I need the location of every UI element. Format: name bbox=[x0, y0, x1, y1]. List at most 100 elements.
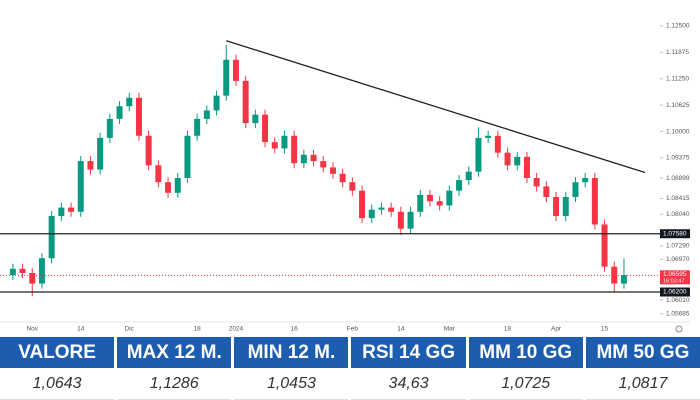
candle-body bbox=[203, 110, 210, 119]
candle-body bbox=[601, 224, 608, 267]
candle-body bbox=[523, 156, 530, 179]
x-tick-label: Feb bbox=[347, 326, 359, 333]
candle-body bbox=[232, 59, 239, 81]
table-header: MAX 12 M. bbox=[117, 337, 232, 368]
candle-body bbox=[485, 135, 492, 138]
x-tick-label: Dic bbox=[125, 326, 135, 333]
countdown: 16:03:47 bbox=[663, 278, 684, 284]
y-tick-label: 1.11875 bbox=[666, 49, 689, 56]
candle-body bbox=[184, 135, 191, 179]
candle-body bbox=[329, 167, 336, 174]
candle-body bbox=[145, 135, 152, 166]
candle-body bbox=[97, 137, 104, 170]
candle-body bbox=[514, 156, 521, 166]
candle-body bbox=[87, 161, 94, 170]
candle-body bbox=[213, 95, 220, 111]
x-tick-label: 18 bbox=[504, 326, 512, 333]
y-tick-label: 1.09375 bbox=[666, 155, 690, 162]
candle-body bbox=[116, 106, 123, 119]
price-tag bbox=[660, 270, 690, 285]
candle-body bbox=[68, 207, 75, 212]
candle-body bbox=[242, 80, 249, 124]
candle-body bbox=[562, 197, 569, 217]
candle-body bbox=[417, 194, 424, 212]
y-tick-label: 1.06010 bbox=[666, 297, 690, 304]
y-tick-label: 1.11250 bbox=[666, 75, 689, 82]
table-value: 1,0643 bbox=[0, 368, 115, 400]
table-value: 34,63 bbox=[351, 368, 466, 400]
trendline bbox=[226, 40, 646, 174]
candle-body bbox=[620, 275, 627, 284]
x-tick-label: 18 bbox=[194, 326, 202, 333]
candle-body bbox=[9, 268, 16, 276]
current-price-label: 1.06595 bbox=[663, 271, 687, 278]
x-tick-label: Apr bbox=[551, 326, 562, 333]
x-tick-label: 2024 bbox=[229, 326, 244, 333]
candle-body bbox=[300, 154, 307, 164]
level-label: 1.06200 bbox=[663, 289, 687, 296]
candle-body bbox=[194, 118, 201, 136]
candle-body bbox=[77, 161, 84, 212]
candle-body bbox=[155, 165, 162, 183]
candle-body bbox=[436, 201, 443, 206]
candle-body bbox=[378, 207, 385, 210]
x-tick-label: 14 bbox=[397, 326, 405, 333]
candle-body bbox=[320, 161, 327, 168]
candle-body bbox=[339, 173, 346, 183]
table-header: MIN 12 M. bbox=[234, 337, 349, 368]
candle-body bbox=[543, 186, 550, 198]
candle-body bbox=[262, 114, 269, 143]
x-tick-label: 15 bbox=[601, 326, 609, 333]
candle-body bbox=[359, 190, 366, 219]
x-tick-label: Mar bbox=[444, 326, 456, 333]
table-value: 1,0453 bbox=[234, 368, 349, 400]
candle-body bbox=[572, 182, 579, 198]
table-header: MM 50 GG bbox=[585, 337, 700, 368]
candle-body bbox=[368, 209, 375, 219]
y-tick-label: 1.12500 bbox=[666, 23, 690, 30]
candle-body bbox=[165, 182, 172, 193]
level-label: 1.07580 bbox=[663, 230, 687, 237]
candle-body bbox=[126, 97, 133, 107]
table-value: 1,0817 bbox=[585, 368, 700, 400]
candle-body bbox=[106, 118, 113, 138]
candle-body bbox=[456, 180, 463, 191]
candle-body bbox=[553, 197, 560, 217]
table-value: 1,0725 bbox=[468, 368, 583, 400]
candle-body bbox=[223, 59, 230, 96]
candle-body bbox=[504, 152, 511, 166]
candle-body bbox=[291, 135, 298, 164]
x-tick-label: 14 bbox=[77, 326, 85, 333]
candle-body bbox=[591, 178, 598, 225]
candle-body bbox=[38, 258, 45, 284]
table-header: VALORE bbox=[0, 337, 115, 368]
table-header: RSI 14 GG bbox=[351, 337, 466, 368]
candle-body bbox=[611, 266, 618, 284]
stats-table: VALORE MAX 12 M. MIN 12 M. RSI 14 GG MM 10 G… bbox=[0, 337, 700, 400]
y-tick-label: 1.07290 bbox=[666, 243, 690, 250]
x-tick-label: Nov bbox=[26, 326, 38, 333]
y-tick-label: 1.08040 bbox=[666, 211, 690, 218]
level-tag bbox=[660, 229, 690, 239]
candle-body bbox=[533, 178, 540, 187]
candle-body bbox=[48, 216, 55, 259]
candle-body bbox=[281, 135, 288, 149]
candle-body bbox=[58, 207, 65, 217]
candle-body bbox=[135, 97, 142, 136]
table-value: 1,1286 bbox=[117, 368, 232, 400]
x-tick-label: 16 bbox=[291, 326, 299, 333]
table-header: MM 10 GG bbox=[468, 337, 583, 368]
candle-body bbox=[397, 211, 404, 229]
candle-body bbox=[388, 207, 395, 212]
settings-icon[interactable] bbox=[675, 325, 683, 333]
y-tick-label: 1.10000 bbox=[666, 128, 690, 135]
candle-body bbox=[271, 142, 278, 149]
y-tick-label: 1.10625 bbox=[666, 102, 690, 109]
candle-body bbox=[407, 211, 414, 229]
candle-body bbox=[310, 154, 317, 162]
y-tick-label: 1.08899 bbox=[666, 175, 690, 182]
candle-body bbox=[426, 194, 433, 202]
level-tag bbox=[660, 287, 690, 297]
y-tick-label: 1.05685 bbox=[666, 310, 690, 317]
